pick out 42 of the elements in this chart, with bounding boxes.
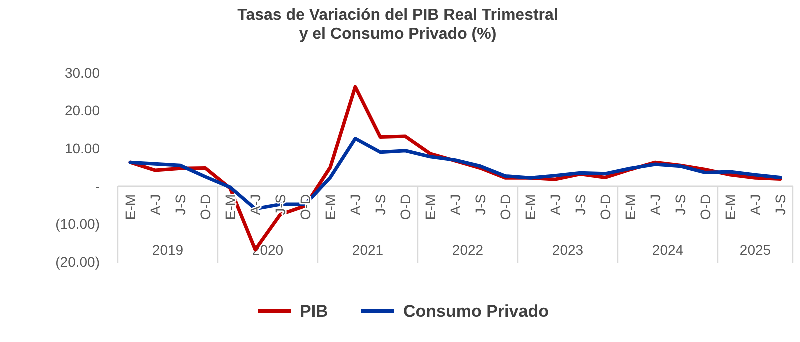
x-tick-label: A-J — [147, 194, 164, 216]
legend-label: Consumo Privado — [404, 302, 549, 321]
annotation: 2022 — [452, 242, 484, 258]
x-tick-label: J-S — [672, 194, 688, 216]
y-tick-label: 10.00 — [64, 140, 100, 156]
annotation: 2024 — [652, 242, 684, 258]
x-tick-label: O-D — [497, 194, 514, 220]
x-tick-label: O-D — [297, 194, 314, 220]
annotation: 2019 — [152, 242, 184, 258]
x-tick-label: A-J — [247, 194, 264, 216]
x-tick-label: J-S — [472, 194, 488, 216]
y-tick-label: (20.00) — [56, 254, 100, 270]
x-tick-label: A-J — [447, 194, 464, 216]
x-tick-label: J-S — [772, 194, 788, 216]
y-tick-label: - — [95, 178, 100, 194]
x-tick-label: E-M — [622, 194, 638, 220]
x-tick-label: J-S — [372, 194, 388, 216]
x-tick-label: J-S — [272, 194, 288, 216]
x-tick-label: E-M — [222, 194, 238, 220]
x-tick-label: E-M — [522, 194, 538, 220]
y-tick-label: (10.00) — [56, 216, 100, 232]
annotation: 2025 — [740, 242, 772, 258]
x-tick-label: A-J — [647, 194, 664, 216]
legend-label: PIB — [300, 302, 328, 321]
x-tick-label: E-M — [122, 194, 138, 220]
x-tick-label: E-M — [722, 194, 738, 220]
annotation: 2023 — [552, 242, 584, 258]
x-tick-label: O-D — [397, 194, 414, 220]
x-tick-label: O-D — [597, 194, 614, 220]
x-tick-label: O-D — [197, 194, 214, 220]
x-tick-label: J-S — [572, 194, 588, 216]
annotation: 2021 — [352, 242, 384, 258]
x-tick-label: A-J — [547, 194, 564, 216]
x-tick-label: E-M — [322, 194, 338, 220]
x-tick-label: A-J — [347, 194, 364, 216]
x-tick-label: E-M — [422, 194, 438, 220]
x-tick-label: J-S — [172, 194, 188, 216]
x-tick-label: A-J — [747, 194, 764, 216]
y-tick-label: 30.00 — [64, 64, 100, 81]
x-tick-label: O-D — [697, 194, 714, 220]
y-tick-label: 20.00 — [64, 102, 100, 119]
chart-title: Tasas de Variación del PIB Real Trimestral y el Consumo Privado (%) — [238, 7, 558, 43]
